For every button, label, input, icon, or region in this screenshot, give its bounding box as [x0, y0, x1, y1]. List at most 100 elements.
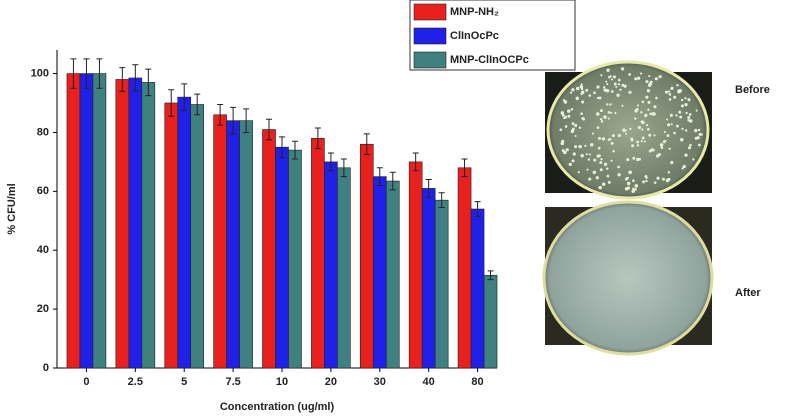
- x-tick-label: 80: [471, 376, 483, 388]
- bar: [408, 161, 423, 369]
- colony: [647, 100, 651, 104]
- colony: [634, 117, 637, 120]
- colony: [668, 93, 672, 96]
- colony: [601, 137, 606, 141]
- colony: [606, 174, 610, 178]
- colony: [654, 77, 658, 81]
- error-bar: [363, 133, 370, 156]
- x-tick-label: 20: [325, 376, 337, 388]
- colony: [599, 109, 603, 113]
- colony: [612, 75, 616, 79]
- colony: [681, 127, 684, 130]
- colony: [666, 118, 669, 121]
- colony: [575, 96, 579, 101]
- y-tick-label: 80: [37, 126, 49, 138]
- bar: [275, 146, 289, 369]
- colony: [597, 136, 602, 140]
- colony: [653, 134, 656, 137]
- colony: [580, 154, 584, 158]
- colony: [580, 112, 583, 116]
- colony: [682, 164, 686, 169]
- colony: [646, 89, 651, 93]
- bar: [164, 102, 179, 369]
- colony: [656, 176, 660, 180]
- error-bar: [83, 58, 90, 89]
- error-bar: [376, 167, 383, 186]
- colony: [655, 96, 658, 100]
- colony: [592, 170, 597, 175]
- colony: [612, 150, 615, 153]
- colony: [563, 116, 566, 120]
- colony: [598, 96, 602, 100]
- bar: [288, 149, 302, 369]
- colony: [679, 115, 683, 119]
- colony: [624, 177, 628, 181]
- error-bar: [292, 140, 298, 160]
- colony: [632, 187, 635, 190]
- colony: [664, 90, 668, 94]
- colony: [602, 86, 606, 89]
- colony: [564, 125, 568, 128]
- bar: [177, 96, 192, 369]
- colony: [632, 156, 636, 160]
- x-tick-label: 5: [181, 376, 187, 388]
- error-bar: [389, 171, 396, 191]
- colony: [641, 136, 645, 140]
- y-tick-label: 20: [37, 303, 49, 315]
- colony: [617, 133, 621, 138]
- bar: [141, 82, 156, 369]
- colony: [661, 177, 665, 181]
- colony: [675, 124, 679, 128]
- legend-label: ClInOcPc: [450, 30, 499, 42]
- bar: [337, 167, 351, 369]
- colony: [668, 147, 671, 150]
- colony: [571, 159, 575, 163]
- colony: [629, 127, 632, 131]
- colony: [637, 76, 641, 80]
- x-tick-label: 10: [276, 376, 288, 388]
- colony: [584, 144, 587, 148]
- colony: [680, 104, 684, 108]
- colony: [670, 123, 673, 126]
- colony: [595, 176, 599, 180]
- colony: [640, 72, 643, 75]
- colony: [684, 102, 688, 107]
- bar: [311, 138, 325, 369]
- colony: [572, 152, 576, 156]
- colony: [579, 84, 584, 89]
- colony: [624, 187, 629, 191]
- colony: [688, 113, 692, 116]
- colony: [617, 165, 620, 169]
- colony: [684, 97, 687, 100]
- colony: [689, 143, 692, 147]
- y-tick-label: 40: [37, 244, 49, 256]
- error-bar: [132, 64, 139, 92]
- colony: [591, 132, 595, 135]
- error-bar: [230, 106, 237, 135]
- colony: [628, 90, 632, 94]
- photo-after: [542, 200, 714, 356]
- bar: [115, 79, 130, 369]
- colony: [651, 112, 655, 115]
- colony: [684, 153, 688, 157]
- colony: [645, 80, 649, 84]
- colony: [698, 132, 702, 136]
- colony: [593, 91, 596, 95]
- error-bar: [119, 67, 126, 92]
- colony: [680, 98, 684, 102]
- colony: [599, 117, 603, 121]
- colony: [605, 167, 609, 170]
- bar: [372, 176, 387, 369]
- colony: [596, 112, 600, 116]
- colony: [626, 158, 630, 162]
- colony: [570, 129, 574, 134]
- colony: [696, 136, 700, 140]
- colony: [643, 140, 646, 143]
- colony: [577, 171, 580, 174]
- colony: [685, 111, 688, 115]
- error-bar: [70, 58, 77, 89]
- colony: [667, 90, 671, 93]
- colony: [638, 157, 642, 161]
- colony: [611, 134, 615, 138]
- colony: [673, 131, 676, 135]
